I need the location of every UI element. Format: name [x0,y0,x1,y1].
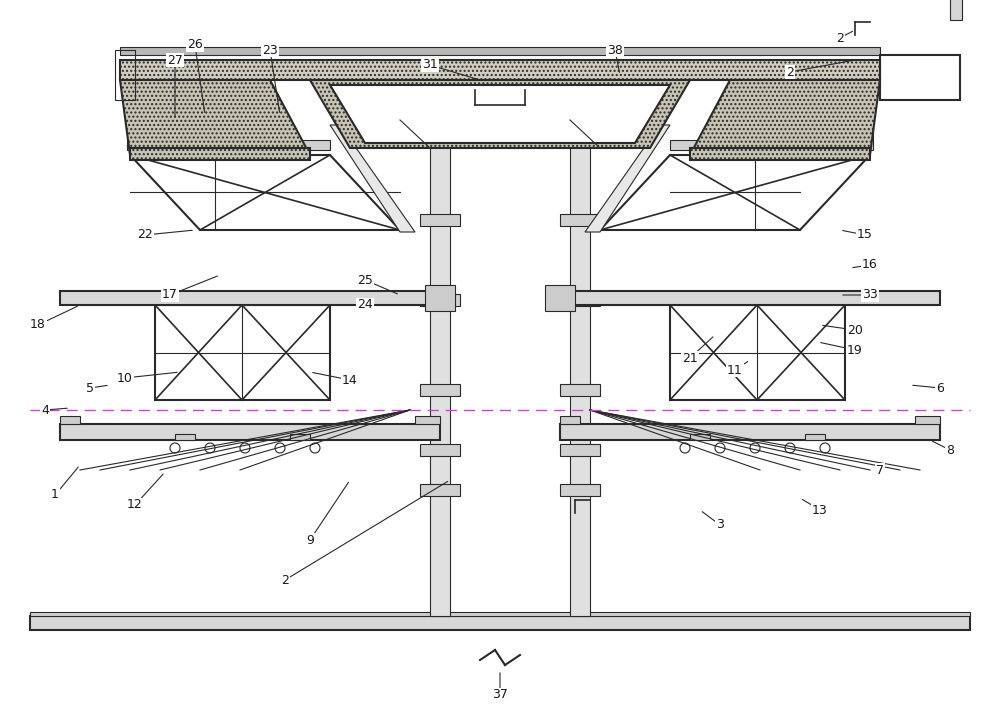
Bar [175,434,195,440]
Text: 16: 16 [862,259,878,272]
Bar [545,285,575,311]
Text: 37: 37 [492,689,508,702]
Text: 4: 4 [41,404,49,417]
Bar [420,214,460,226]
Text: 23: 23 [262,43,278,56]
Bar [690,434,710,440]
Bar [560,444,600,456]
Bar [127,65,135,150]
Text: 15: 15 [857,229,873,242]
Text: 8: 8 [946,443,954,456]
Bar [670,305,845,400]
Bar [420,444,460,456]
Text: 17: 17 [162,288,178,301]
Text: 12: 12 [127,498,143,511]
Text: 20: 20 [847,324,863,337]
Polygon shape [690,80,880,155]
Text: 27: 27 [167,53,183,66]
Text: 6: 6 [936,381,944,394]
Text: 24: 24 [357,298,373,311]
Text: 31: 31 [422,58,438,71]
Bar [420,484,460,496]
Bar [130,140,330,150]
Polygon shape [690,148,870,160]
Bar [560,294,600,306]
Bar [805,434,825,440]
Text: 2: 2 [836,32,844,45]
Polygon shape [130,148,310,160]
Polygon shape [120,60,880,80]
Polygon shape [330,85,670,143]
Text: 10: 10 [117,371,133,384]
Bar [115,50,135,100]
Text: 2: 2 [281,573,289,586]
Bar [425,285,455,311]
Bar [415,416,440,424]
Text: 5: 5 [86,381,94,394]
Bar [420,384,460,396]
Text: 3: 3 [716,518,724,531]
Bar [60,416,80,424]
Text: 26: 26 [187,38,203,51]
Bar [560,384,600,396]
Bar [30,612,970,616]
Text: 11: 11 [727,363,743,376]
Bar [290,434,310,440]
Bar [670,140,870,150]
Bar [60,424,440,440]
Bar [560,424,940,440]
Bar [570,120,590,616]
Text: 13: 13 [812,503,828,516]
Bar [155,305,330,400]
Bar [560,484,600,496]
Bar [915,416,940,424]
Bar [560,291,940,305]
Text: 21: 21 [682,352,698,365]
Text: 7: 7 [876,464,884,477]
Text: 19: 19 [847,343,863,356]
Polygon shape [330,125,415,232]
Text: 1: 1 [51,489,59,502]
Bar [865,65,873,150]
Bar [950,0,962,20]
Text: 2: 2 [786,66,794,79]
Text: 22: 22 [137,229,153,242]
Bar [60,291,440,305]
Text: 18: 18 [30,319,46,332]
Text: 33: 33 [862,288,878,301]
Bar [420,294,460,306]
Text: 25: 25 [357,273,373,286]
Polygon shape [310,80,690,148]
Text: 14: 14 [342,373,358,386]
Polygon shape [585,125,670,232]
Text: 38: 38 [607,43,623,56]
Bar [560,416,580,424]
Bar [30,616,970,630]
Polygon shape [120,80,310,155]
Text: 9: 9 [306,534,314,547]
Bar [560,214,600,226]
Bar [430,120,450,616]
Bar [120,47,880,55]
